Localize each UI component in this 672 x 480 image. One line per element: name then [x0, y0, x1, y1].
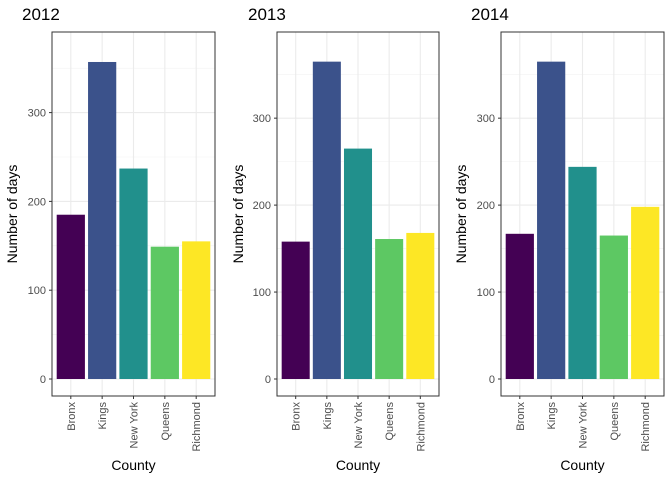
- x-tick-label: Queens: [609, 402, 621, 441]
- y-tick-label: 0: [40, 374, 46, 386]
- y-tick-label: 100: [28, 285, 46, 297]
- bar-kings: [312, 61, 341, 379]
- bar-queens: [150, 246, 179, 379]
- y-axis-title: Number of days: [230, 165, 246, 264]
- x-tick-label: New York: [353, 402, 365, 449]
- bar-new-york: [119, 168, 148, 379]
- y-tick-label: 100: [253, 287, 271, 299]
- x-axis-title: County: [111, 457, 155, 473]
- bar-new-york: [568, 166, 597, 379]
- x-tick-label: Bronx: [515, 402, 527, 431]
- x-tick-label: Kings: [322, 402, 334, 430]
- x-tick-label: Richmond: [640, 402, 652, 452]
- x-axis-title: County: [336, 457, 380, 473]
- y-tick-label: 0: [489, 374, 495, 386]
- x-tick-label: Richmond: [191, 402, 203, 452]
- bar-kings: [88, 61, 117, 379]
- y-tick-label: 300: [477, 113, 495, 125]
- x-tick-label: Richmond: [415, 402, 427, 452]
- y-tick-label: 300: [253, 113, 271, 125]
- y-tick-label: 0: [265, 374, 271, 386]
- x-tick-label: Bronx: [66, 402, 78, 431]
- bar-new-york: [343, 148, 373, 379]
- x-tick-label: Queens: [160, 402, 172, 441]
- chart-title: 2014: [471, 5, 509, 24]
- bar-richmond: [631, 206, 660, 379]
- bar-queens: [375, 239, 404, 379]
- bar-bronx: [505, 233, 534, 379]
- x-tick-label: Queens: [384, 402, 396, 441]
- y-tick-label: 100: [477, 287, 495, 299]
- bar-richmond: [182, 241, 211, 379]
- chart-title: 2013: [248, 5, 286, 24]
- bar-kings: [537, 61, 566, 379]
- y-axis-title: Number of days: [4, 165, 20, 264]
- chart-title: 2012: [22, 5, 60, 24]
- bar-richmond: [406, 232, 435, 379]
- y-tick-label: 300: [28, 108, 46, 120]
- bar-bronx: [56, 214, 85, 379]
- bar-queens: [599, 235, 628, 379]
- y-tick-label: 200: [253, 200, 271, 212]
- x-tick-label: Kings: [546, 402, 558, 430]
- bar-bronx: [281, 241, 310, 379]
- chart-panel-1: 0 100 200 300 Bronx Kings New York Queens Richmo…: [230, 5, 440, 473]
- x-tick-label: New York: [578, 402, 590, 449]
- x-tick-label: Bronx: [291, 402, 303, 431]
- y-tick-label: 200: [28, 196, 46, 208]
- y-tick-label: 200: [477, 200, 495, 212]
- chart-panel-2: 0 100 200 300 Bronx Kings New York Queens Richmo…: [453, 5, 665, 473]
- x-tick-label: Kings: [97, 402, 109, 430]
- x-tick-label: New York: [129, 402, 141, 449]
- y-axis-title: Number of days: [453, 165, 469, 264]
- x-axis-title: County: [560, 457, 604, 473]
- chart-panel-0: 0 100 200 300 Bronx Kings New York Queens Richmo…: [4, 5, 216, 473]
